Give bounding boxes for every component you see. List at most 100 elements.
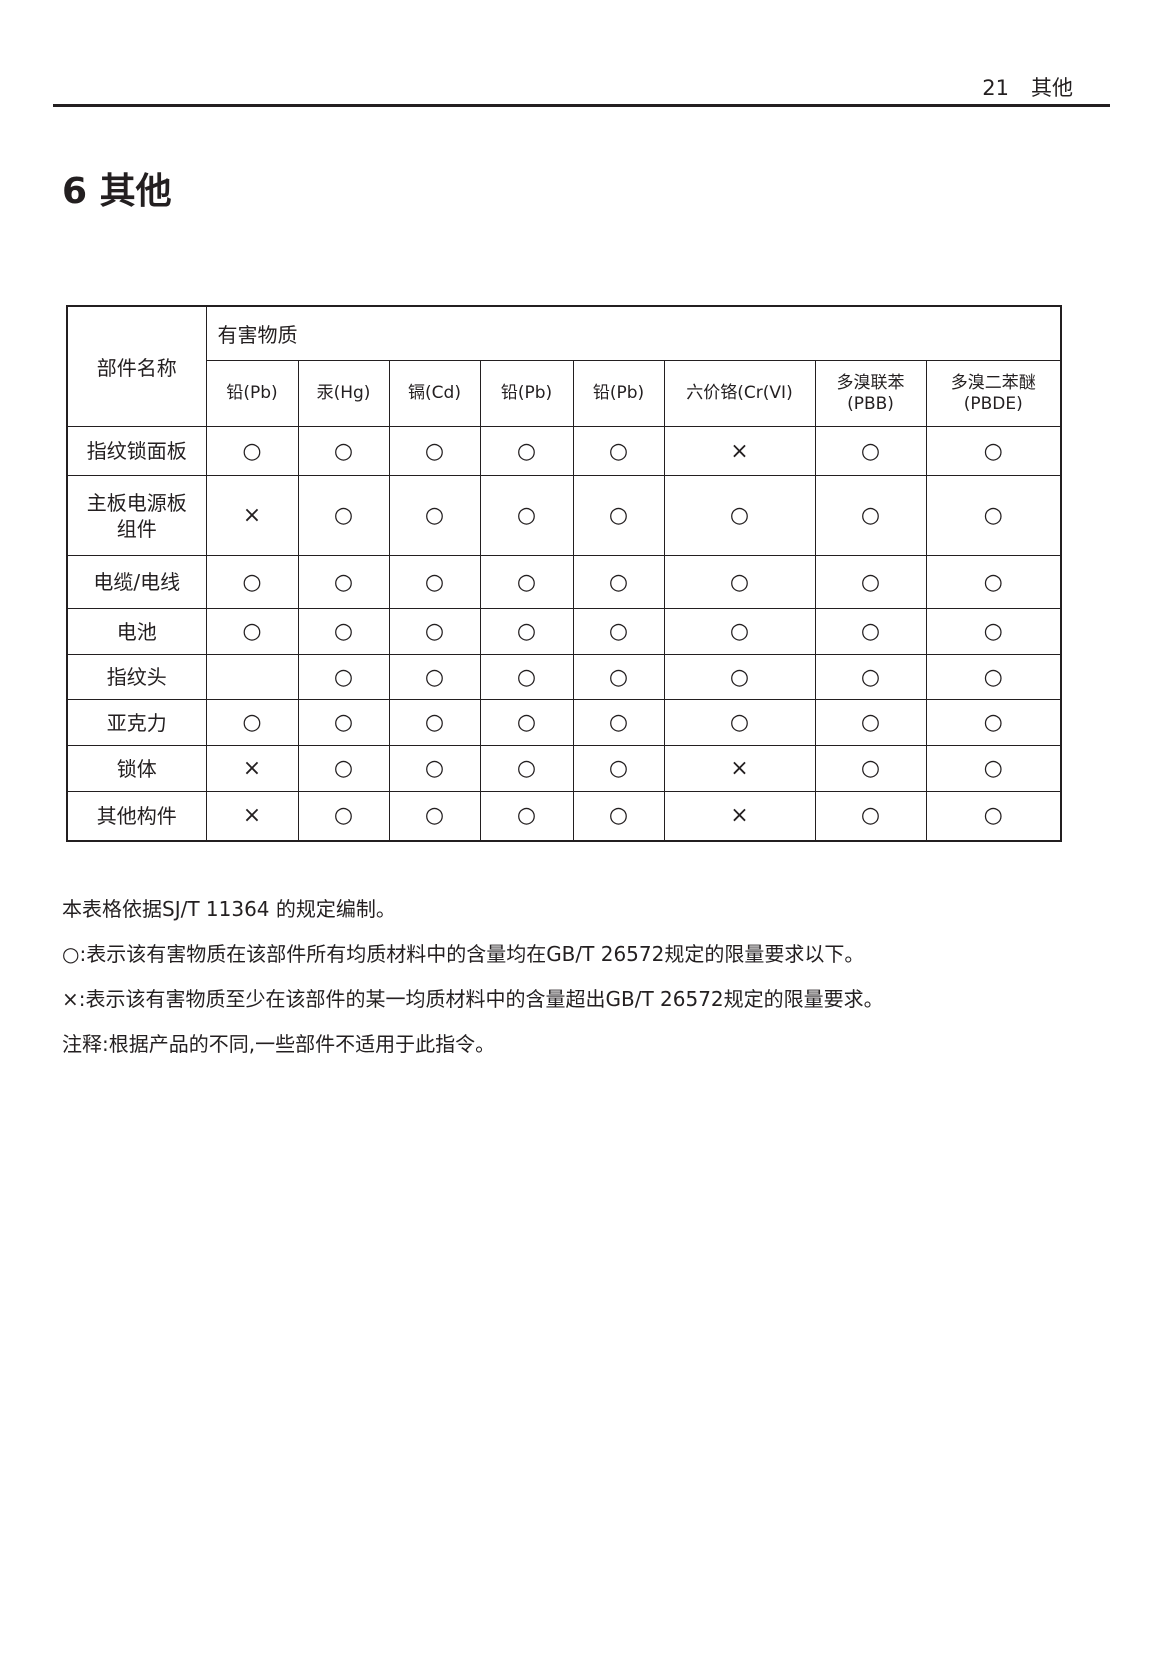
table-row: 电缆/电线 ○ ○ ○ ○ ○ ○ ○ ○ — [66, 555, 1062, 609]
circle-mark: ○ — [925, 699, 1062, 746]
circle-mark: ○ — [297, 426, 390, 476]
circle-mark: ○ — [205, 608, 299, 655]
circle-mark: ○ — [297, 791, 390, 841]
cross-mark: × — [663, 426, 816, 476]
cross-mark: × — [205, 791, 299, 841]
column-header: 六价铬(Cr(VI) — [663, 360, 816, 427]
circle-mark: ○ — [479, 654, 574, 700]
cross-mark: × — [663, 791, 816, 841]
circle-mark: ○ — [572, 608, 665, 655]
part-name: 电缆/电线 — [66, 555, 207, 609]
column-header: 多溴联苯 (PBB) — [814, 360, 927, 427]
circle-mark: ○ — [388, 654, 481, 700]
circle-mark: ○ — [572, 791, 665, 841]
circle-mark: ○ — [663, 699, 816, 746]
column-header: 镉(Cd) — [388, 360, 481, 427]
circle-mark: ○ — [297, 475, 390, 556]
column-header: 铅(Pb) — [205, 360, 299, 427]
circle-mark: ○ — [205, 426, 299, 476]
part-name: 指纹锁面板 — [66, 426, 207, 476]
cross-mark: × — [205, 475, 299, 556]
circle-mark: ○ — [479, 608, 574, 655]
part-name: 锁体 — [66, 745, 207, 792]
note: ○:表示该有害物质在该部件所有均质材料中的含量均在GB/T 26572规定的限量… — [62, 942, 865, 966]
circle-mark: ○ — [479, 699, 574, 746]
circle-mark: ○ — [297, 608, 390, 655]
circle-mark: ○ — [572, 654, 665, 700]
cross-mark: × — [663, 745, 816, 792]
header-rule — [53, 104, 1110, 107]
table-row: 主板电源板 组件 × ○ ○ ○ ○ ○ ○ ○ — [66, 475, 1062, 556]
circle-mark: ○ — [297, 745, 390, 792]
circle-mark: ○ — [663, 475, 816, 556]
table-row: 指纹锁面板 ○ ○ ○ ○ ○ × ○ ○ — [66, 426, 1062, 476]
circle-mark: ○ — [388, 608, 481, 655]
circle-mark: ○ — [925, 555, 1062, 609]
circle-mark: ○ — [814, 745, 927, 792]
circle-mark: ○ — [814, 475, 927, 556]
circle-mark: ○ — [297, 654, 390, 700]
table-row: 亚克力 ○ ○ ○ ○ ○ ○ ○ ○ — [66, 699, 1062, 746]
running-header: 21 其他 — [982, 72, 1073, 102]
circle-mark: ○ — [814, 426, 927, 476]
circle-mark: ○ — [925, 608, 1062, 655]
cross-mark: × — [205, 745, 299, 792]
table-row: 其他构件 × ○ ○ ○ ○ × ○ ○ — [66, 791, 1062, 841]
part-header: 部件名称 — [66, 305, 207, 427]
column-header: 铅(Pb) — [572, 360, 665, 427]
circle-mark: ○ — [388, 791, 481, 841]
circle-mark: ○ — [479, 745, 574, 792]
part-name: 其他构件 — [66, 791, 207, 841]
column-header: 多溴二苯醚 (PBDE) — [925, 360, 1062, 427]
circle-mark: ○ — [925, 654, 1062, 700]
table-row: 指纹头 ○ ○ ○ ○ ○ ○ ○ — [66, 654, 1062, 700]
circle-mark: ○ — [297, 699, 390, 746]
note: 本表格依据SJ/T 11364 的规定编制。 — [62, 897, 396, 921]
circle-mark: ○ — [479, 555, 574, 609]
circle-mark: ○ — [388, 745, 481, 792]
page-number: 21 — [982, 76, 1009, 100]
hazardous-substance-table: 部件名称 有害物质 铅(Pb) 汞(Hg) 镉(Cd) 铅(Pb) 铅(Pb) 六价铬(Cr(… — [66, 305, 1062, 842]
circle-mark: ○ — [814, 608, 927, 655]
circle-mark: ○ — [814, 699, 927, 746]
part-name: 主板电源板 组件 — [66, 475, 207, 556]
circle-mark: ○ — [925, 745, 1062, 792]
circle-mark: ○ — [814, 791, 927, 841]
note: ×:表示该有害物质至少在该部件的某一均质材料中的含量超出GB/T 26572规定… — [62, 987, 884, 1011]
part-name: 电池 — [66, 608, 207, 655]
circle-mark: ○ — [479, 475, 574, 556]
circle-mark: ○ — [925, 791, 1062, 841]
circle-mark: ○ — [572, 745, 665, 792]
circle-mark: ○ — [479, 426, 574, 476]
circle-mark: ○ — [388, 699, 481, 746]
table-row: 锁体 × ○ ○ ○ ○ × ○ ○ — [66, 745, 1062, 792]
circle-mark: ○ — [572, 426, 665, 476]
circle-mark: ○ — [572, 475, 665, 556]
circle-mark: ○ — [925, 475, 1062, 556]
part-name: 指纹头 — [66, 654, 207, 700]
circle-mark: ○ — [297, 555, 390, 609]
table-row: 电池 ○ ○ ○ ○ ○ ○ ○ ○ — [66, 608, 1062, 655]
notes: 本表格依据SJ/T 11364 的规定编制。 ○:表示该有害物质在该部件所有均质… — [62, 894, 884, 1074]
group-header: 有害物质 — [205, 305, 1062, 361]
circle-mark: ○ — [388, 475, 481, 556]
column-header: 汞(Hg) — [297, 360, 390, 427]
circle-mark: ○ — [925, 426, 1062, 476]
circle-mark: ○ — [388, 555, 481, 609]
part-name: 亚克力 — [66, 699, 207, 746]
circle-mark: ○ — [814, 654, 927, 700]
empty-cell — [205, 654, 299, 700]
circle-mark: ○ — [663, 654, 816, 700]
column-header: 铅(Pb) — [479, 360, 574, 427]
circle-mark: ○ — [663, 555, 816, 609]
circle-mark: ○ — [814, 555, 927, 609]
circle-mark: ○ — [663, 608, 816, 655]
section-name: 其他 — [1031, 76, 1073, 100]
circle-mark: ○ — [205, 699, 299, 746]
note: 注释:根据产品的不同,一些部件不适用于此指令。 — [62, 1032, 496, 1056]
circle-mark: ○ — [205, 555, 299, 609]
circle-mark: ○ — [479, 791, 574, 841]
circle-mark: ○ — [572, 699, 665, 746]
circle-mark: ○ — [572, 555, 665, 609]
